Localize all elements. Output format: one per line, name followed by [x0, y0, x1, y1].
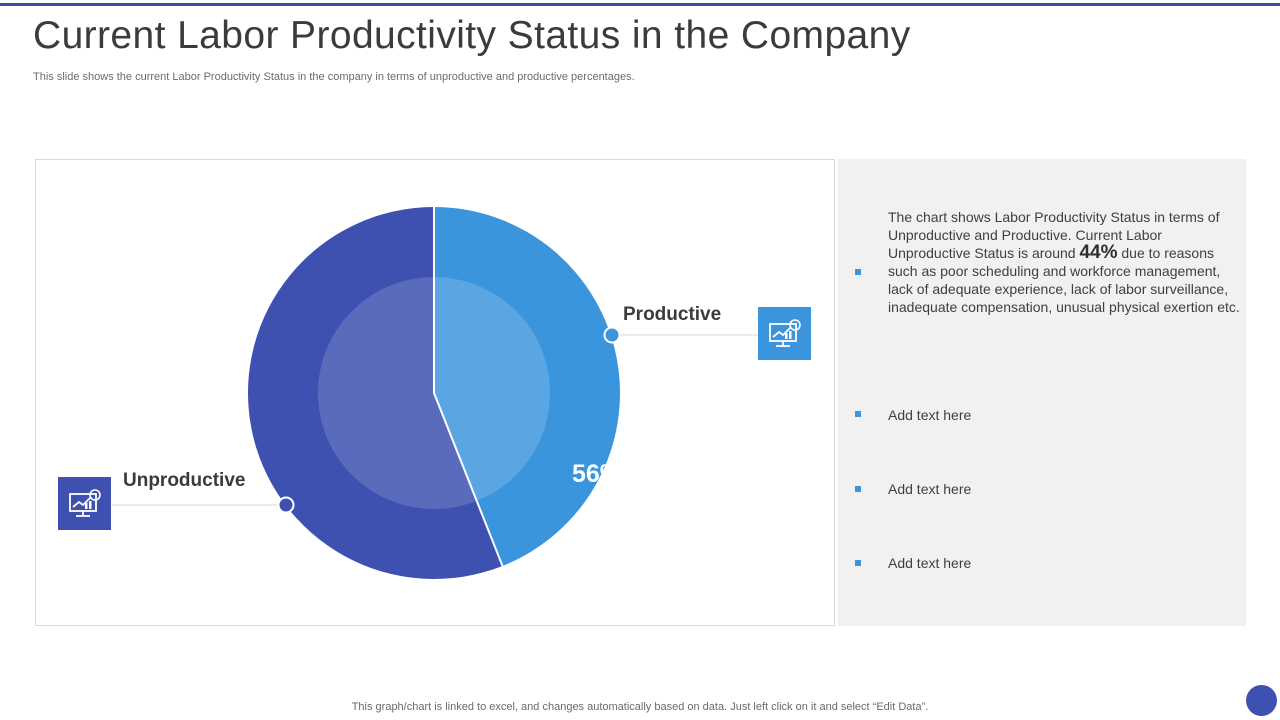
- monitor-growth-chart-icon: [758, 307, 811, 360]
- legend-label-unproductive: Unproductive: [123, 470, 246, 491]
- pie-chart-canvas[interactable]: [36, 160, 836, 627]
- pie-inner-ring-unproductive: [318, 277, 477, 509]
- pie-chart[interactable]: 56% 44%: [35, 159, 836, 661]
- data-label-productive: 56%: [572, 460, 623, 488]
- description-highlight: 44%: [1079, 242, 1118, 263]
- legend-label-productive: Productive: [623, 304, 722, 325]
- leader-dot-unproductive: [277, 496, 295, 514]
- leader-dot-productive: [603, 326, 621, 344]
- page-subtitle: This slide shows the current Labor Produ…: [33, 71, 635, 83]
- top-accent-rule: [0, 3, 1280, 6]
- pie-inner-ring-productive: [434, 277, 551, 501]
- pie-slice-separator: [433, 392, 504, 567]
- bullet-marker: [855, 411, 861, 417]
- chart-description[interactable]: The chart shows Labor Productivity Statu…: [888, 208, 1240, 316]
- footer-note: This graph/chart is linked to excel, and…: [351, 701, 929, 713]
- page-title: Current Labor Productivity Status in the…: [33, 14, 911, 57]
- bullet-marker: [855, 269, 861, 275]
- list-item[interactable]: Add text here: [888, 555, 972, 571]
- monitor-growth-chart-icon: [58, 477, 111, 530]
- description-text: The chart shows Labor Productivity Statu…: [888, 209, 1220, 261]
- text-panel: The chart shows Labor Productivity Statu…: [838, 159, 1246, 626]
- bullet-marker: [855, 560, 861, 566]
- list-item[interactable]: Add text here: [888, 407, 972, 423]
- bullet-marker: [855, 486, 861, 492]
- description-text-rest: due to reasons such as poor scheduling a…: [888, 245, 1240, 315]
- list-item[interactable]: Add text here: [888, 481, 972, 497]
- data-label-unproductive: 44%: [336, 633, 387, 661]
- corner-dot: [1246, 685, 1277, 716]
